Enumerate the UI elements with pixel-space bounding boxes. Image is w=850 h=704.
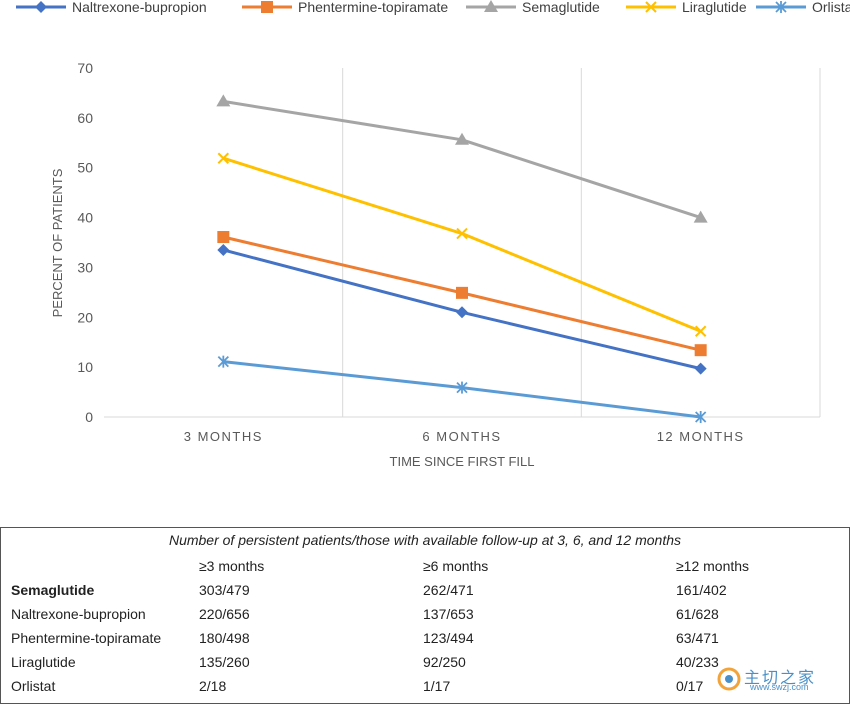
legend-marker [645,1,657,13]
table-header-6-months: ≥6 months [423,558,489,574]
table-cell: 123/494 [423,630,474,646]
table-header-row: ≥3 months ≥6 months ≥12 months [1,558,849,582]
persistence-line-chart: Naltrexone-bupropion Phentermine-topirama… [16,0,850,469]
y-axis-title: PERCENT OF PATIENTS [50,168,65,317]
table-row: Phentermine-topiramate 180/498 123/494 6… [1,630,849,654]
table-row: Naltrexone-bupropion 220/656 137/653 61/… [1,606,849,630]
legend-marker [35,1,47,13]
data-point-naltrexone-bupropion [456,306,468,319]
watermark-url: www.swzj.com [750,682,809,692]
table-cell: 180/498 [199,630,250,646]
legend-label: Naltrexone-bupropion [72,0,207,15]
data-point-semaglutide [693,210,708,223]
series-line-semaglutide [223,99,702,219]
table-cell-drug: Phentermine-topiramate [11,630,162,646]
table-cell-drug: Semaglutide [11,582,95,598]
x-tick-label: 12 MONTHS [657,429,745,444]
legend-item-orlistat: Orlistat [756,0,850,15]
table-cell: 161/402 [676,582,727,598]
legend-label: Orlistat [812,0,850,15]
data-point-phentermine-topiramate [694,344,707,357]
legend: Naltrexone-bupropion Phentermine-topirama… [16,0,850,15]
table-cell: 92/250 [423,654,466,670]
table-cell: 220/656 [199,606,250,622]
table-cell: 135/260 [199,654,250,670]
legend-item-phentermine-topiramate: Phentermine-topiramate [242,0,448,15]
data-point-naltrexone-bupropion [694,362,707,375]
table-cell: 1/17 [423,678,451,694]
x-tick-label: 6 MONTHS [422,429,501,444]
series-orlistat [217,355,707,423]
series-semaglutide [216,94,708,223]
x-axis-ticks: 3 MONTHS 6 MONTHS 12 MONTHS [184,429,745,444]
legend-item-naltrexone-bupropion: Naltrexone-bupropion [16,0,207,15]
y-axis-ticks: 0 10 20 30 40 50 60 70 [77,60,93,425]
y-tick-label: 40 [77,210,93,226]
data-point-orlistat [217,355,229,368]
y-tick-label: 20 [77,309,93,325]
y-tick-label: 30 [77,259,93,275]
table-caption: Number of persistent patients/those with… [168,532,682,548]
marker-stroke [645,1,657,13]
table-cell: 0/17 [676,678,704,694]
legend-marker [261,1,273,13]
legend-label: Phentermine-topiramate [298,0,448,15]
table-cell: 61/628 [676,606,719,622]
data-point-phentermine-topiramate [217,231,230,244]
data-point-naltrexone-bupropion [217,243,230,256]
table-row: Orlistat 2/18 1/17 0/17 [1,678,849,702]
legend-item-semaglutide: Semaglutide [466,0,600,15]
table-cell: 303/479 [199,582,250,598]
watermark-text: 主切之家 [744,670,817,687]
series-phentermine-topiramate [217,231,707,357]
table-row: Liraglutide 135/260 92/250 40/233 [1,654,849,678]
y-tick-label: 10 [77,359,93,375]
table-header-12-months: ≥12 months [676,558,750,574]
data-point-liraglutide [217,152,230,164]
x-tick-label: 3 MONTHS [184,429,263,444]
table-cell-drug: Liraglutide [11,654,76,670]
data-point-orlistat [695,411,707,423]
legend-marker [775,1,787,13]
persistence-table: Number of persistent patients/those with… [0,527,850,704]
x-axis-title: TIME SINCE FIRST FILL [390,454,535,469]
series-line-liraglutide [222,156,702,333]
legend-label: Semaglutide [522,0,600,15]
table-row: Semaglutide 303/479 262/471 161/402 [1,582,849,606]
y-tick-label: 50 [77,160,93,176]
table-cell: 262/471 [423,582,474,598]
data-point-semaglutide [455,132,469,145]
series-group [216,94,708,423]
data-point-semaglutide [216,94,231,107]
marker-stroke [456,227,468,240]
table-cell-drug: Naltrexone-bupropion [11,606,146,622]
legend-label: Liraglutide [682,0,747,15]
series-naltrexone-bupropion [217,243,707,375]
table-cell-drug: Orlistat [11,678,56,694]
gridlines [104,68,821,418]
watermark-logo-icon [717,667,741,691]
data-point-phentermine-topiramate [456,286,468,299]
legend-item-liraglutide: Liraglutide [626,0,747,15]
marker-stroke [694,325,707,337]
y-tick-label: 0 [85,409,93,425]
marker-stroke [217,152,230,164]
data-point-orlistat [456,381,468,394]
legend-marker [484,0,498,12]
table-cell: 63/471 [676,630,719,646]
series-liraglutide [217,152,707,337]
table-cell: 2/18 [199,678,227,694]
y-tick-label: 60 [77,110,93,126]
table-cell: 40/233 [676,654,719,670]
y-tick-label: 70 [77,60,93,76]
data-point-liraglutide [456,227,468,240]
data-point-liraglutide [694,325,707,337]
table-header-3-months: ≥3 months [199,558,265,574]
table-cell: 137/653 [423,606,474,622]
site-watermark: 主切之家 www.swzj.com [716,662,844,694]
